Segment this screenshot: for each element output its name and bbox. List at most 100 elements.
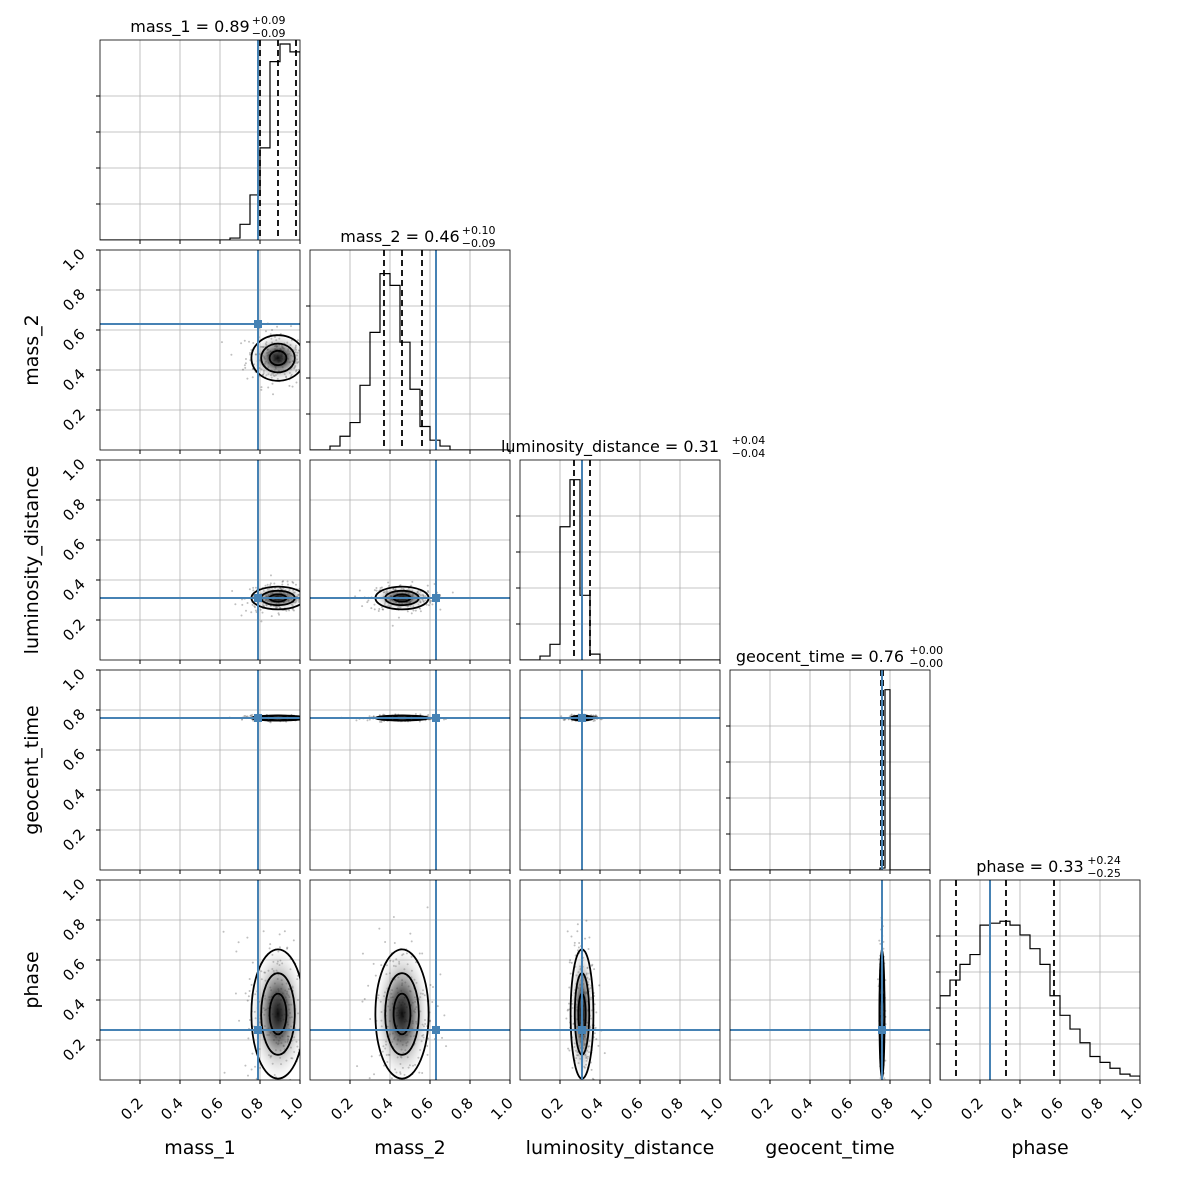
sample-point bbox=[301, 336, 303, 338]
sample-point bbox=[292, 581, 295, 584]
sample-point bbox=[299, 1086, 301, 1088]
y-tick-label: 0.2 bbox=[59, 405, 89, 435]
panel-frame bbox=[519, 879, 721, 1081]
contour-level-0 bbox=[268, 992, 288, 1036]
title-minus-geocent_time: −0.00 bbox=[909, 657, 943, 670]
sample-point bbox=[246, 715, 249, 718]
contour-level-1 bbox=[384, 972, 420, 1056]
sample-point bbox=[244, 992, 247, 995]
sample-point bbox=[432, 985, 435, 988]
y-axis-label-luminosity_distance: luminosity_distance bbox=[21, 466, 43, 655]
sample-point bbox=[305, 375, 307, 377]
sample-point bbox=[254, 606, 257, 609]
x-tick-label: 0.6 bbox=[827, 1094, 857, 1124]
x-tick-label: 0.4 bbox=[997, 1094, 1027, 1124]
sample-point bbox=[271, 329, 274, 332]
sample-point bbox=[222, 930, 225, 933]
sample-point bbox=[264, 330, 267, 333]
sample-point bbox=[419, 610, 422, 613]
sample-point bbox=[259, 608, 262, 611]
title-minus-phase: −0.25 bbox=[1087, 867, 1121, 880]
title-luminosity_distance: luminosity_distance = 0.31 bbox=[501, 437, 719, 457]
x-tick-label: 0.8 bbox=[1077, 1094, 1107, 1124]
sample-point bbox=[300, 1003, 302, 1005]
sample-point bbox=[241, 368, 244, 371]
sample-point bbox=[238, 1019, 241, 1022]
sample-point bbox=[569, 959, 572, 962]
truth-marker bbox=[254, 714, 262, 722]
x-tick-label: 0.4 bbox=[577, 1094, 607, 1124]
y-tick-label: 0.4 bbox=[59, 785, 89, 815]
x-tick-label: 0.4 bbox=[787, 1094, 817, 1124]
sample-point bbox=[295, 381, 298, 384]
sample-point bbox=[358, 589, 361, 592]
sample-point bbox=[391, 624, 394, 627]
panel-frame bbox=[99, 39, 301, 241]
sample-point bbox=[311, 1016, 313, 1018]
x-tick-label: 1.0 bbox=[277, 1094, 307, 1124]
sample-point bbox=[407, 1088, 409, 1090]
sample-point bbox=[585, 1095, 587, 1097]
sample-point bbox=[301, 720, 303, 722]
x-tick-label: 1.0 bbox=[907, 1094, 937, 1124]
sample-point bbox=[269, 582, 272, 585]
sample-point bbox=[436, 1005, 439, 1008]
sample-point bbox=[373, 1073, 376, 1076]
sample-point bbox=[240, 342, 243, 345]
sample-point bbox=[248, 340, 251, 343]
sample-point bbox=[380, 964, 383, 967]
panel-frame bbox=[729, 879, 931, 1081]
y-tick-label: 0.2 bbox=[59, 825, 89, 855]
x-axis-label-geocent_time: geocent_time bbox=[765, 1137, 894, 1159]
sample-point bbox=[269, 583, 272, 586]
sample-point bbox=[307, 360, 309, 362]
sample-point bbox=[595, 1011, 598, 1014]
sample-point bbox=[268, 1098, 270, 1100]
sample-point bbox=[311, 365, 313, 367]
sample-point bbox=[595, 715, 598, 718]
sample-point bbox=[380, 721, 383, 724]
sample-point bbox=[246, 377, 249, 380]
sample-point bbox=[247, 995, 250, 998]
sample-point bbox=[445, 1045, 448, 1048]
x-axis-label-phase: phase bbox=[1011, 1137, 1068, 1159]
x-tick-label: 0.6 bbox=[617, 1094, 647, 1124]
sample-point bbox=[278, 933, 281, 936]
sample-point bbox=[881, 1089, 883, 1091]
x-tick-label: 0.6 bbox=[407, 1094, 437, 1124]
x-tick-label: 0.8 bbox=[237, 1094, 267, 1124]
y-tick-label: 1.0 bbox=[59, 455, 89, 485]
sample-point bbox=[302, 715, 304, 717]
sample-point bbox=[595, 1038, 598, 1041]
sample-point bbox=[223, 1071, 226, 1074]
truth-marker bbox=[254, 1026, 262, 1034]
sample-point bbox=[426, 589, 429, 592]
sample-point bbox=[252, 589, 255, 592]
sample-point bbox=[598, 984, 601, 987]
sample-point bbox=[266, 583, 269, 586]
sample-point bbox=[419, 713, 422, 716]
sample-point bbox=[373, 589, 376, 592]
sample-point bbox=[269, 574, 272, 577]
sample-point bbox=[603, 1052, 606, 1055]
sample-point bbox=[300, 368, 302, 370]
sample-point bbox=[584, 937, 587, 940]
panel-frame bbox=[519, 459, 721, 661]
sample-point bbox=[301, 337, 303, 339]
sample-point bbox=[269, 1106, 271, 1108]
sample-point bbox=[427, 591, 430, 594]
sample-point bbox=[593, 1032, 596, 1035]
sample-point bbox=[291, 608, 294, 611]
sample-point bbox=[571, 1066, 574, 1069]
panel-geocent_time-geocent_time: geocent_time = 0.76 +0.00−0.00 bbox=[726, 644, 943, 874]
sample-point bbox=[439, 608, 442, 611]
sample-point bbox=[563, 719, 566, 722]
sample-point bbox=[431, 1000, 434, 1003]
sample-point bbox=[591, 1077, 594, 1080]
x-tick-label: 0.8 bbox=[657, 1094, 687, 1124]
sample-point bbox=[361, 952, 364, 955]
sample-point bbox=[385, 1084, 387, 1086]
panel-mass_1-mass_2: 0.2 0.4 0.6 0.8 1.0 bbox=[59, 245, 313, 454]
sample-point bbox=[307, 715, 309, 717]
sample-point bbox=[366, 601, 369, 604]
